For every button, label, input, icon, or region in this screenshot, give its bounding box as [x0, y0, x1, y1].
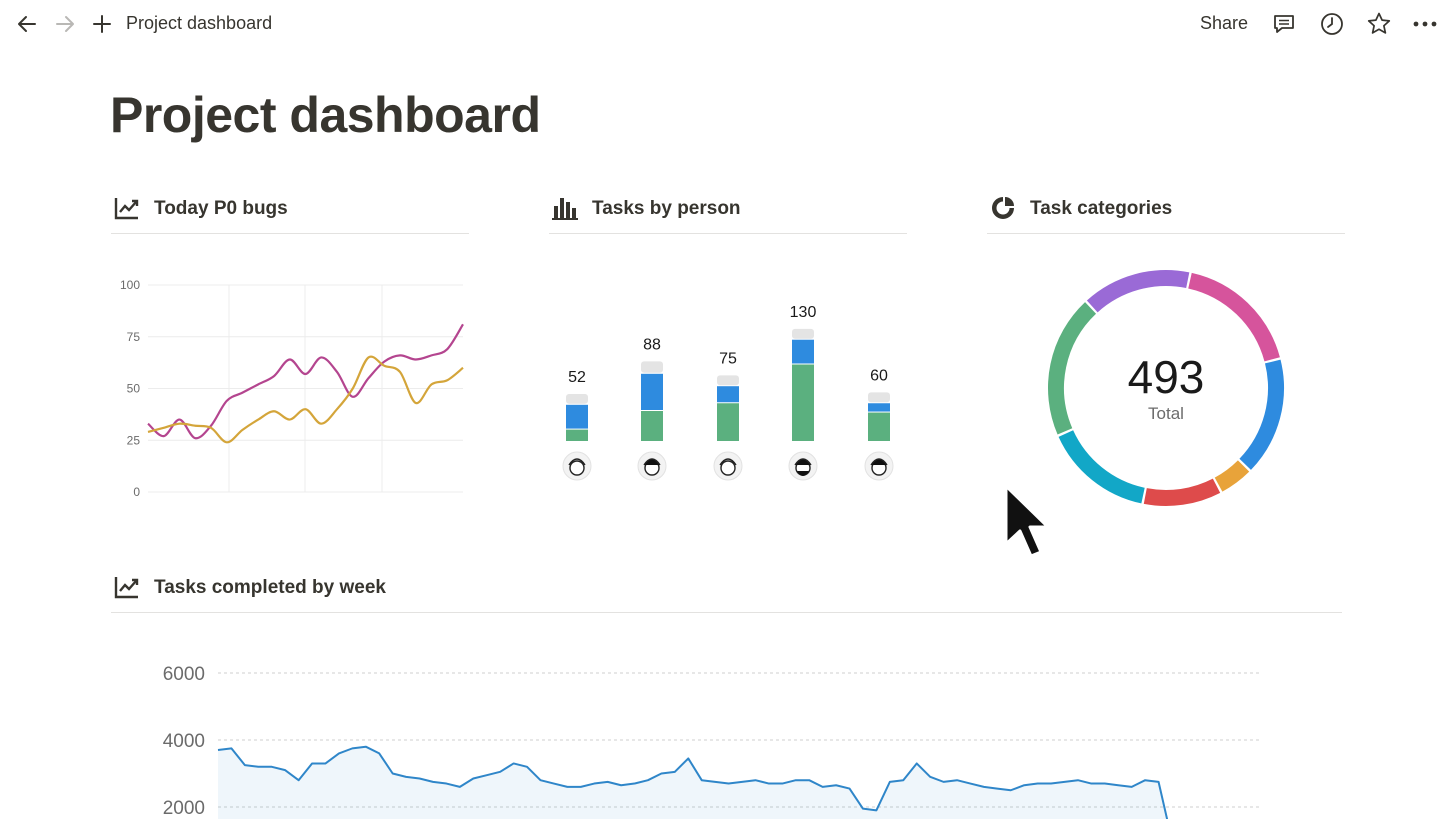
bar-segment [566, 393, 588, 404]
donut-center: 493 Total [1066, 350, 1266, 424]
section-title: Tasks by person [592, 198, 741, 219]
p0-bugs-line-chart[interactable]: 100 75 50 25 0 [111, 270, 471, 505]
donut-total-label: Total [1148, 404, 1184, 423]
section-title: Task categories [1030, 198, 1173, 219]
tasks-by-week-area-chart[interactable]: 6000 4000 2000 [140, 650, 1270, 819]
bar-segment [792, 328, 814, 339]
y-tick-label: 0 [133, 485, 140, 499]
bar-segment [868, 392, 890, 403]
bar-segment [792, 339, 814, 364]
bar-segment [792, 364, 814, 441]
section-title: Tasks completed by week [154, 577, 386, 598]
page-title: Project dashboard [110, 87, 541, 143]
y-tick-label: 6000 [163, 664, 205, 685]
tasks-by-person-bar-chart[interactable]: 52 88 75 130 60 [549, 285, 909, 490]
series-line [217, 745, 1169, 819]
section-title: Today P0 bugs [154, 198, 288, 219]
star-icon[interactable] [1365, 10, 1393, 38]
avatar [637, 451, 667, 481]
section-header-p0-bugs[interactable]: Today P0 bugs [111, 188, 469, 234]
arrow-right-icon[interactable] [51, 10, 79, 38]
bar-total-label: 130 [790, 304, 817, 321]
avatar [788, 451, 818, 481]
bar-segment [641, 411, 663, 441]
top-bar: Project dashboard Share [0, 0, 1456, 48]
y-tick-label: 4000 [163, 731, 205, 752]
y-tick-label: 2000 [163, 798, 205, 819]
mouse-cursor-icon [1004, 484, 1050, 558]
breadcrumb[interactable]: Project dashboard [126, 13, 273, 33]
bar-segment [641, 373, 663, 410]
line-chart-icon [114, 577, 139, 599]
clock-icon[interactable] [1318, 10, 1346, 38]
share-button[interactable]: Share [1200, 13, 1249, 33]
task-categories-donut-chart[interactable] [1040, 262, 1292, 514]
y-tick-label: 25 [127, 433, 141, 447]
series-line-1 [147, 323, 464, 440]
y-tick-label: 75 [127, 330, 141, 344]
bar-total-label: 75 [719, 350, 737, 367]
bar-total-label: 60 [870, 367, 888, 384]
section-header-task-categories[interactable]: Task categories [987, 188, 1345, 234]
avatar [562, 451, 592, 481]
bar-segment [641, 361, 663, 373]
line-chart-icon [114, 198, 139, 220]
donut-slice [1048, 302, 1097, 435]
bar-segment [868, 412, 890, 441]
donut-slice [1143, 478, 1221, 506]
y-tick-label: 50 [127, 382, 141, 396]
plus-icon[interactable] [88, 10, 116, 38]
comment-icon[interactable] [1270, 10, 1298, 38]
bar-segment [717, 403, 739, 441]
bar-segment [717, 386, 739, 403]
donut-slice [1239, 359, 1284, 470]
more-icon[interactable] [1411, 10, 1439, 38]
bar-segment [717, 375, 739, 386]
donut-slice [1188, 272, 1280, 362]
pie-chart-icon [992, 197, 1014, 219]
donut-total-value: 493 [1127, 351, 1205, 403]
section-header-tasks-by-person[interactable]: Tasks by person [549, 188, 907, 234]
series-line-2 [147, 355, 464, 444]
bar-total-label: 88 [643, 336, 661, 353]
section-header-tasks-by-week[interactable]: Tasks completed by week [111, 567, 1342, 613]
bar-segment [566, 429, 588, 441]
bar-chart-icon [552, 198, 578, 220]
bar-segment [868, 403, 890, 412]
arrow-left-icon[interactable] [13, 10, 41, 38]
donut-slice [1058, 430, 1145, 504]
donut-slice [1086, 270, 1190, 313]
bar-total-label: 52 [568, 369, 586, 386]
series-area [218, 746, 1172, 819]
bar-segment [566, 404, 588, 429]
avatar [864, 451, 894, 481]
y-tick-label: 100 [120, 278, 140, 292]
avatar [713, 451, 743, 481]
donut-slice [1214, 460, 1250, 492]
